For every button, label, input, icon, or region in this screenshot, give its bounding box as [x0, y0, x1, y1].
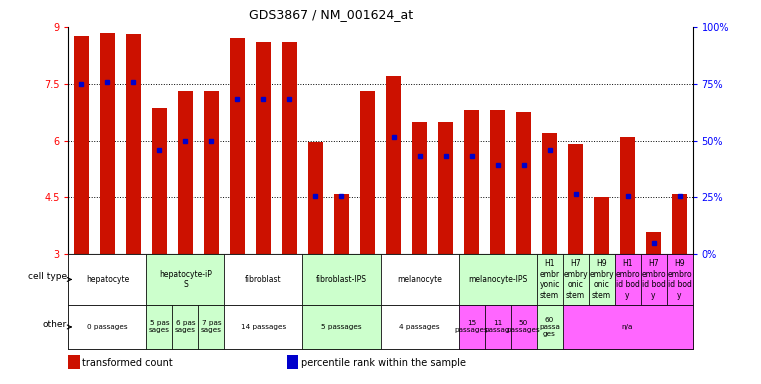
Text: hepatocyte-iP
S: hepatocyte-iP S: [159, 270, 212, 289]
Text: percentile rank within the sample: percentile rank within the sample: [301, 358, 466, 368]
Bar: [230, 38, 245, 254]
Bar: [151, 108, 167, 254]
Bar: [100, 33, 116, 254]
Bar: [463, 110, 479, 254]
FancyBboxPatch shape: [68, 254, 146, 305]
Text: 4 passages: 4 passages: [400, 324, 440, 330]
FancyBboxPatch shape: [380, 254, 458, 305]
Text: 7 pas
sages: 7 pas sages: [201, 321, 222, 333]
FancyBboxPatch shape: [562, 254, 588, 305]
Text: H7
embro
id bod
y: H7 embro id bod y: [642, 259, 666, 300]
Bar: [287, 356, 298, 369]
Bar: [490, 110, 505, 254]
Bar: [360, 91, 375, 254]
Text: H1
embr
yonic
stem: H1 embr yonic stem: [540, 259, 559, 300]
FancyBboxPatch shape: [173, 305, 199, 349]
FancyBboxPatch shape: [303, 254, 380, 305]
Bar: [412, 122, 428, 254]
Bar: [256, 42, 271, 254]
Text: other: other: [43, 320, 67, 329]
Text: hepatocyte: hepatocyte: [86, 275, 129, 284]
Text: 15
passages: 15 passages: [454, 321, 489, 333]
Text: 5 passages: 5 passages: [321, 324, 361, 330]
Bar: [178, 91, 193, 254]
FancyBboxPatch shape: [224, 305, 303, 349]
FancyBboxPatch shape: [562, 305, 693, 349]
FancyBboxPatch shape: [485, 305, 511, 349]
Bar: [204, 91, 219, 254]
Text: fibroblast: fibroblast: [245, 275, 282, 284]
Text: 0 passages: 0 passages: [88, 324, 128, 330]
FancyBboxPatch shape: [380, 305, 458, 349]
FancyBboxPatch shape: [614, 254, 641, 305]
Bar: [619, 137, 635, 254]
FancyBboxPatch shape: [641, 254, 667, 305]
Text: melanocyte: melanocyte: [397, 275, 442, 284]
Text: H1
embro
id bod
y: H1 embro id bod y: [615, 259, 640, 300]
FancyBboxPatch shape: [146, 305, 173, 349]
Bar: [282, 42, 298, 254]
FancyBboxPatch shape: [303, 305, 380, 349]
Text: H7
embry
onic
stem: H7 embry onic stem: [563, 259, 587, 300]
Bar: [333, 194, 349, 254]
Text: 50
passages: 50 passages: [507, 321, 540, 333]
FancyBboxPatch shape: [458, 305, 485, 349]
Bar: [386, 76, 401, 254]
FancyBboxPatch shape: [537, 305, 562, 349]
Bar: [74, 36, 89, 254]
Bar: [542, 133, 557, 254]
Bar: [307, 142, 323, 254]
Text: 5 pas
sages: 5 pas sages: [149, 321, 170, 333]
Bar: [672, 194, 687, 254]
Bar: [68, 356, 80, 369]
Title: GDS3867 / NM_001624_at: GDS3867 / NM_001624_at: [249, 8, 412, 21]
Text: melanocyte-IPS: melanocyte-IPS: [468, 275, 527, 284]
Text: 60
passa
ges: 60 passa ges: [539, 317, 560, 337]
Text: 6 pas
sages: 6 pas sages: [175, 321, 196, 333]
Text: n/a: n/a: [622, 324, 633, 330]
Text: 11
passag: 11 passag: [485, 321, 511, 333]
Bar: [126, 35, 142, 254]
FancyBboxPatch shape: [667, 254, 693, 305]
FancyBboxPatch shape: [588, 254, 614, 305]
FancyBboxPatch shape: [537, 254, 562, 305]
Bar: [594, 197, 610, 254]
Text: cell type: cell type: [28, 272, 67, 281]
FancyBboxPatch shape: [199, 305, 224, 349]
Bar: [568, 144, 584, 254]
Bar: [438, 122, 454, 254]
Text: H9
embry
onic
stem: H9 embry onic stem: [589, 259, 614, 300]
FancyBboxPatch shape: [224, 254, 303, 305]
FancyBboxPatch shape: [511, 305, 537, 349]
Bar: [516, 112, 531, 254]
Text: H9
embro
id bod
y: H9 embro id bod y: [667, 259, 692, 300]
Text: fibroblast-IPS: fibroblast-IPS: [316, 275, 367, 284]
Text: transformed count: transformed count: [82, 358, 173, 368]
FancyBboxPatch shape: [68, 305, 146, 349]
FancyBboxPatch shape: [458, 254, 537, 305]
FancyBboxPatch shape: [146, 254, 224, 305]
Text: 14 passages: 14 passages: [241, 324, 286, 330]
Bar: [645, 232, 661, 254]
